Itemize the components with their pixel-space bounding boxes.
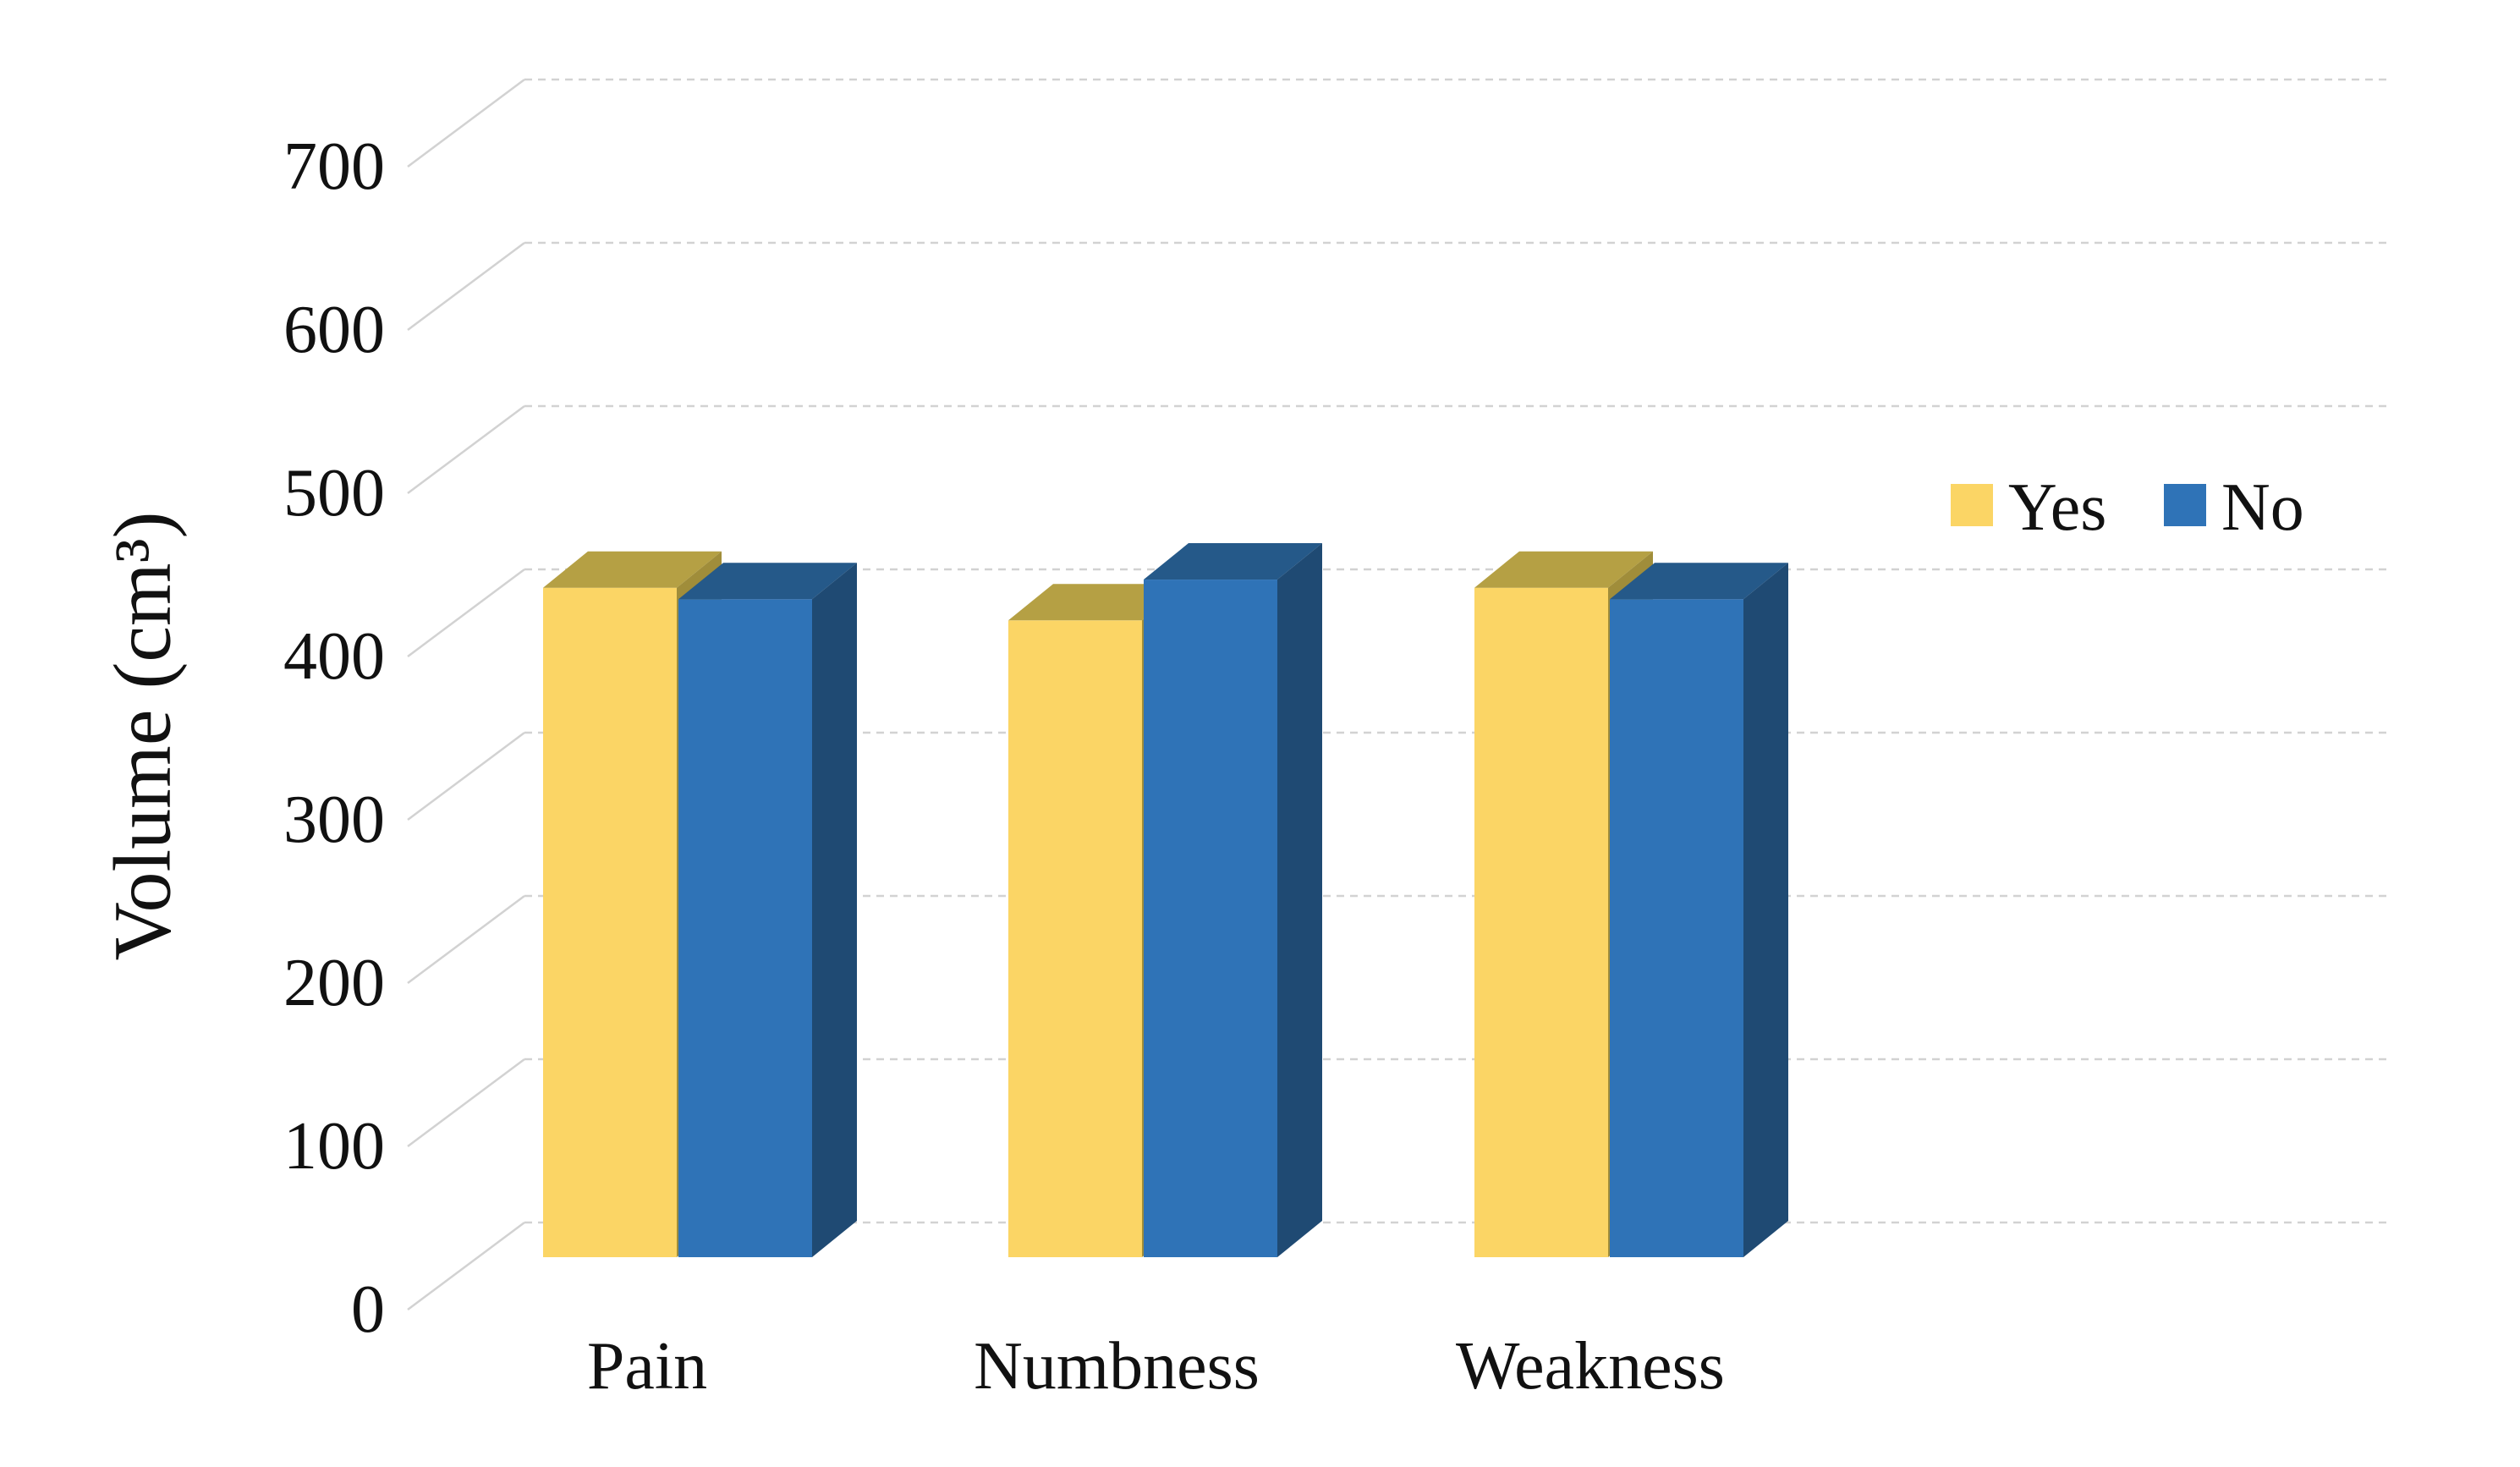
gridline-diagonal-400 (407, 568, 525, 658)
bar-no-numbness (1144, 543, 1322, 1257)
legend-label-no: No (2221, 470, 2304, 545)
gridline-diagonal-300 (407, 731, 525, 821)
y-tick-label-0: 0 (351, 1272, 385, 1347)
bar-front-face (1610, 599, 1743, 1257)
bar-no-pain (678, 563, 857, 1257)
bars-layer (543, 543, 1788, 1257)
category-label-weakness: Weakness (1456, 1329, 1725, 1404)
y-tick-label-600: 600 (283, 293, 385, 367)
bar-top-face (1610, 563, 1788, 600)
bar-front-face (543, 587, 677, 1257)
y-axis-tick-labels: 0 100 200 300 400 500 600 700 (283, 129, 385, 1347)
legend-item-no: No (2164, 470, 2304, 545)
bar-front-face (1144, 580, 1277, 1257)
legend-swatch-no (2164, 484, 2206, 526)
bar-top-face (678, 563, 857, 600)
gridline-diagonal-200 (407, 894, 525, 985)
bar-top-face (1144, 543, 1322, 580)
y-tick-label-100: 100 (283, 1109, 385, 1184)
x-axis-category-labels: Pain Numbness Weakness (587, 1329, 1725, 1404)
legend-label-yes: Yes (2008, 470, 2106, 545)
bar-side-face (1743, 563, 1788, 1257)
gridlines-layer (407, 78, 2387, 1311)
legend-item-yes: Yes (1951, 470, 2106, 545)
bar-front-face (1008, 620, 1142, 1257)
bar-top-face (1008, 584, 1187, 621)
bar-top-face (543, 551, 722, 588)
bar-side-face (812, 563, 857, 1257)
category-label-pain: Pain (587, 1329, 707, 1404)
legend-swatch-yes (1951, 484, 1993, 526)
bar-side-face (1277, 543, 1322, 1257)
legend: Yes No (1951, 470, 2304, 545)
gridline-diagonal-500 (407, 404, 525, 495)
y-tick-label-500: 500 (283, 456, 385, 530)
category-label-numbness: Numbness (974, 1329, 1260, 1404)
gridline-diagonal-700 (407, 78, 525, 168)
gridline-diagonal-0 (407, 1221, 525, 1311)
bar-front-face (1474, 587, 1608, 1257)
y-tick-label-300: 300 (283, 783, 385, 857)
gridline-diagonal-600 (407, 241, 525, 332)
y-axis-title: Volume (cm³) (97, 512, 188, 961)
bar-top-face (1474, 551, 1653, 588)
y-tick-label-200: 200 (283, 946, 385, 1020)
gridline-diagonal-100 (407, 1058, 525, 1148)
y-tick-label-400: 400 (283, 619, 385, 694)
y-tick-label-700: 700 (283, 129, 385, 204)
bar-no-weakness (1610, 563, 1788, 1257)
bar-front-face (678, 599, 812, 1257)
